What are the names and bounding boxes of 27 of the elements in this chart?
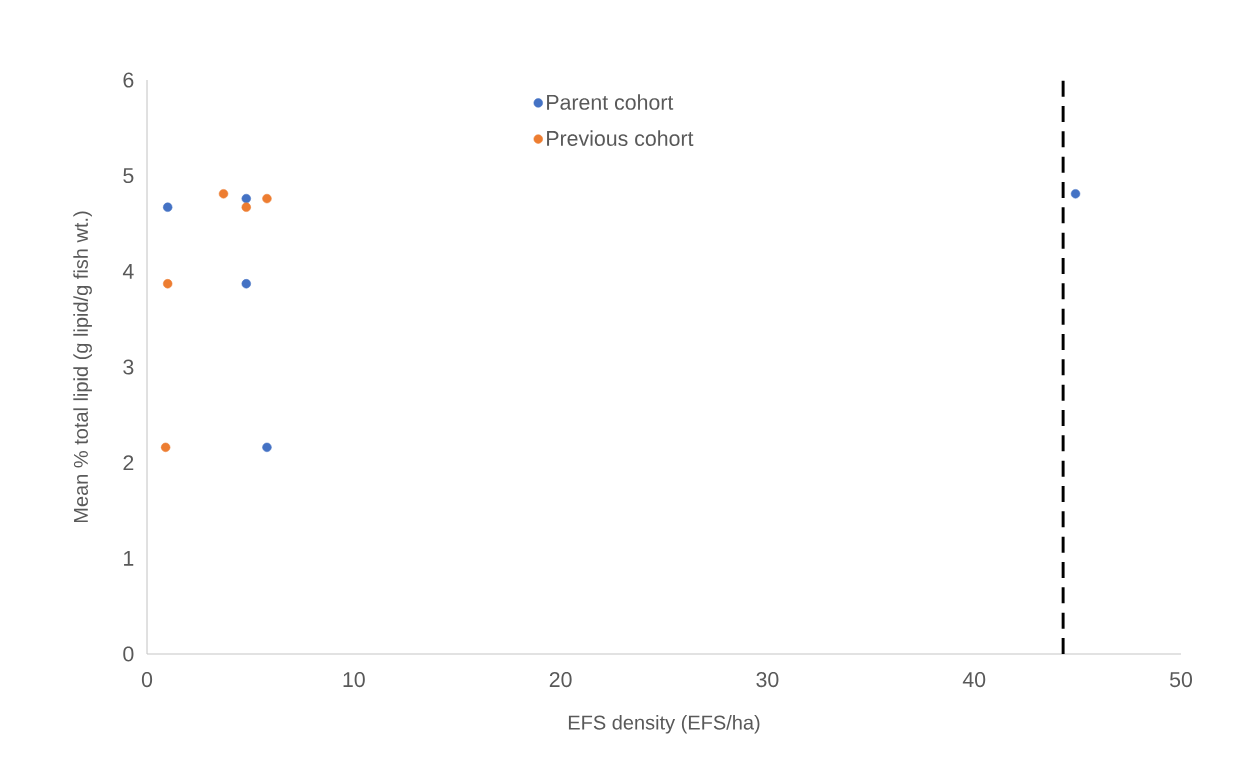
x-tick-label: 40 (962, 672, 986, 688)
point (241, 193, 251, 204)
x-tick-label: 50 (1169, 672, 1193, 688)
legend-label: Parent cohort (547, 94, 674, 110)
y-tick-label: 5 (123, 168, 134, 184)
point (163, 279, 173, 289)
point (163, 202, 173, 212)
point (1070, 189, 1081, 199)
point (241, 202, 251, 212)
x-axis-title: EFS density (EFS/ha) (568, 714, 760, 734)
x-tick-label: 30 (756, 672, 779, 688)
point (262, 193, 272, 204)
y-axis-title: Mean % total lipid (g lipid/g fish wt.) (73, 211, 92, 523)
legend-label: Previous cohort (547, 130, 694, 146)
y-tick-label: 6 (123, 72, 134, 88)
point (218, 189, 229, 199)
point (262, 442, 272, 453)
x-tick-label: 0 (141, 672, 153, 688)
point (160, 442, 171, 453)
y-tick-label: 1 (124, 550, 134, 566)
point (241, 279, 251, 289)
x-tick-label: 20 (549, 672, 572, 688)
y-tick-label: 2 (123, 455, 134, 471)
y-tick-label: 3 (123, 359, 134, 375)
y-tick-label: 0 (123, 646, 134, 662)
y-tick-label: 4 (122, 263, 134, 279)
x-tick-label: 10 (343, 672, 365, 688)
